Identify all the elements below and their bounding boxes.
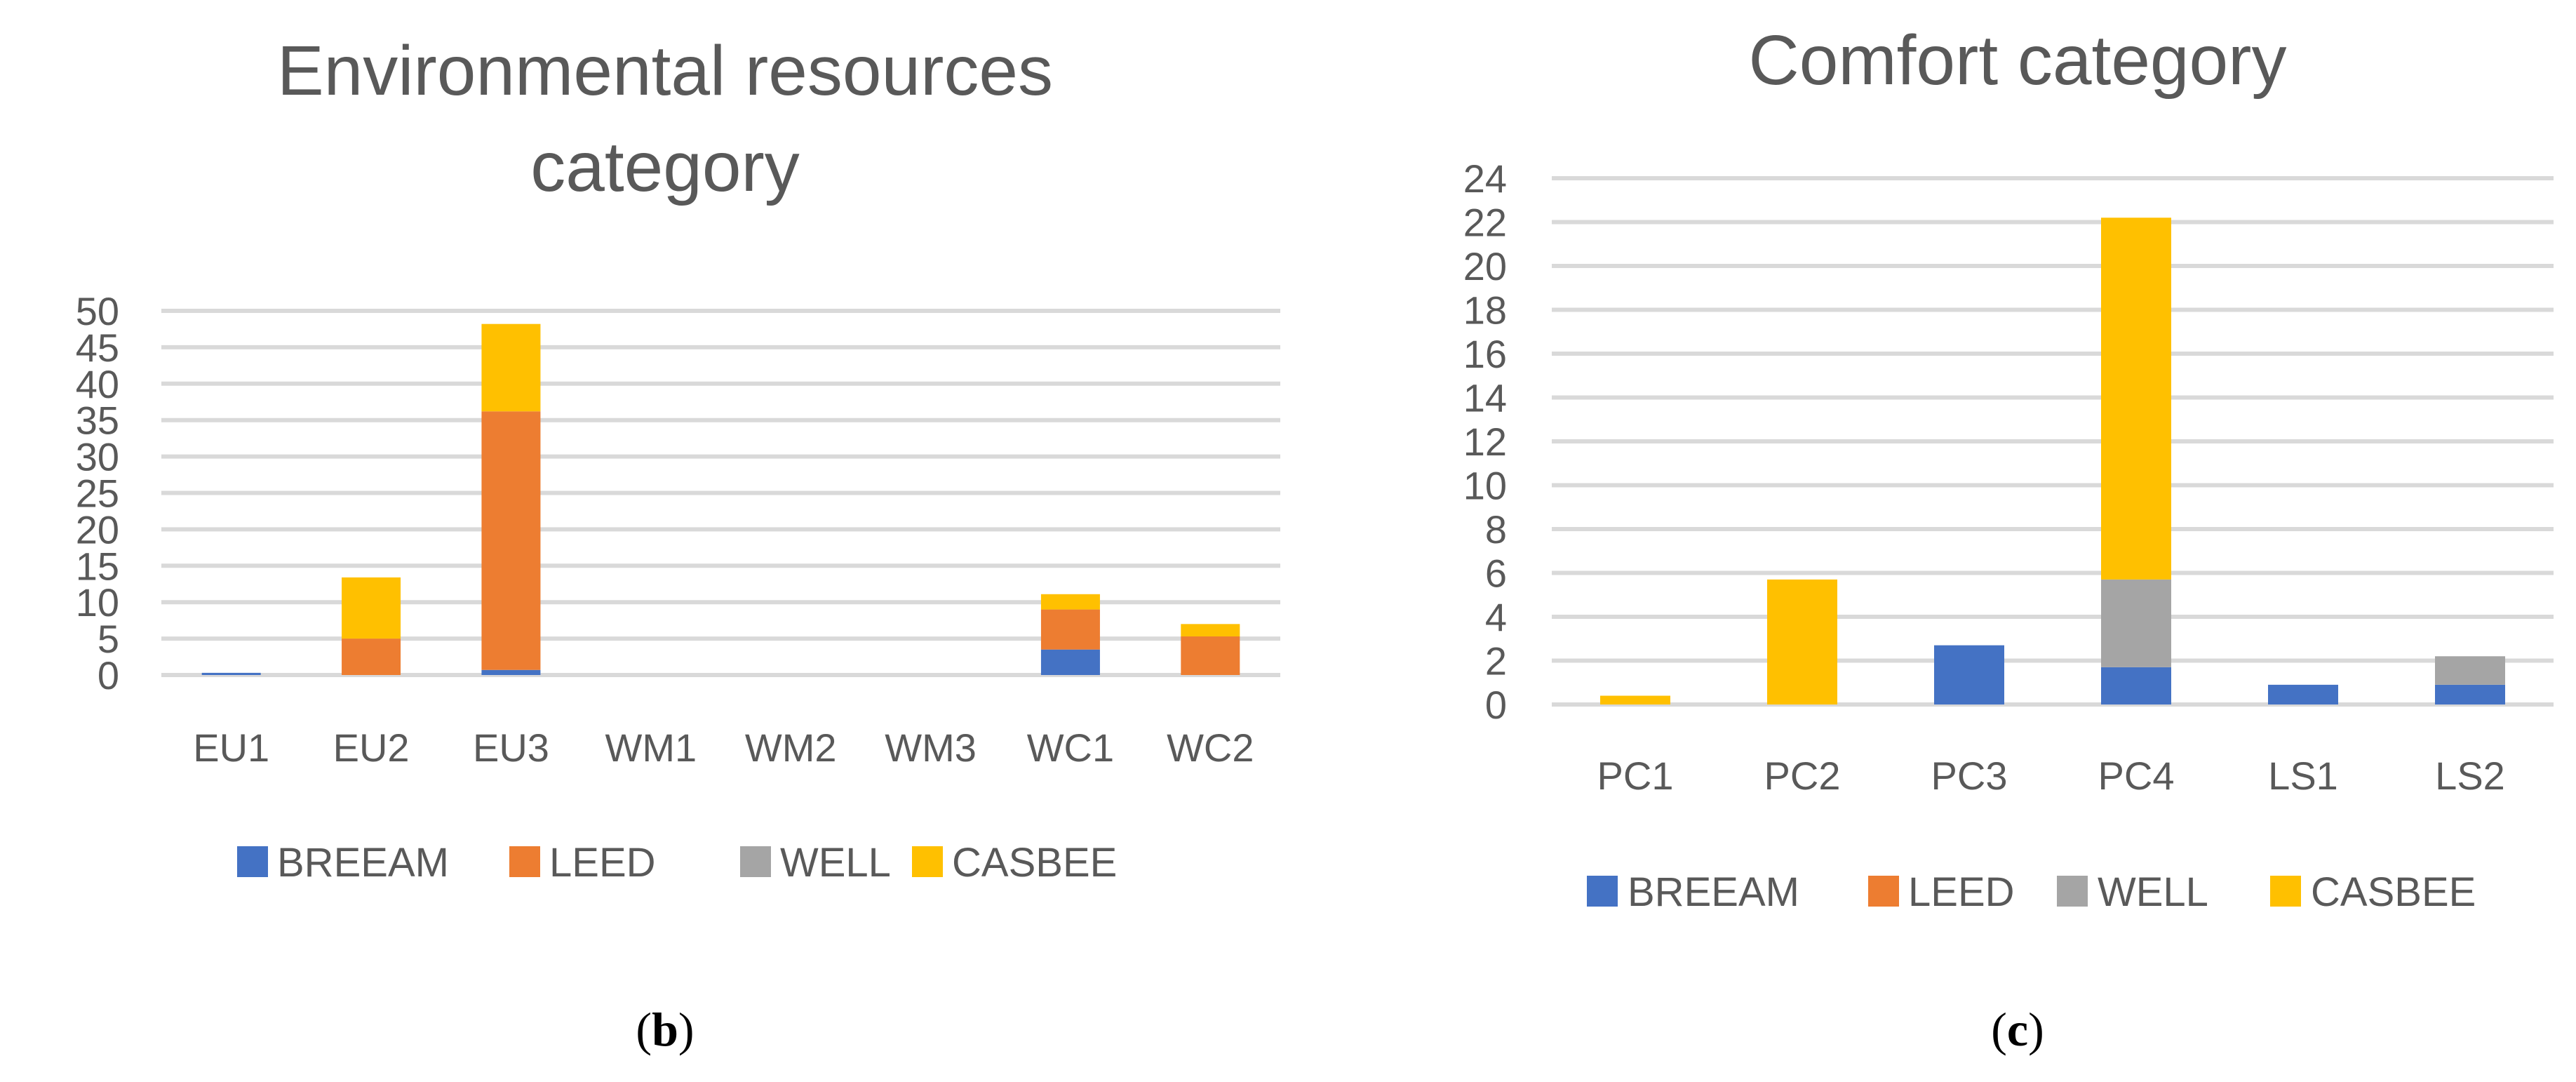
y-tick-label: 5	[98, 617, 119, 661]
y-tick-label: 0	[1485, 683, 1507, 727]
bar-segment-leed-eu2	[342, 639, 401, 675]
legend-swatch-leed	[509, 846, 540, 877]
bar-segment-leed-wc1	[1040, 609, 1100, 650]
bar-segment-casbee-pc2	[1767, 579, 1837, 704]
y-tick-label: 2	[1485, 639, 1507, 683]
bar-segment-casbee-eu3	[481, 323, 541, 412]
legend-label-breeam: BREEAM	[1628, 869, 1799, 915]
bar-segment-leed-wc2	[1181, 636, 1240, 675]
panel-label: (c)	[1991, 1003, 2044, 1056]
legend-label-breeam: BREEAM	[277, 840, 449, 886]
legend-label-leed: LEED	[549, 840, 656, 886]
y-tick-label: 20	[76, 507, 119, 552]
x-tick-label: WM1	[605, 726, 697, 770]
panel-label-open: (	[1991, 1003, 2007, 1056]
legend-swatch-well	[740, 846, 771, 877]
y-tick-label: 0	[98, 653, 119, 697]
x-tick-label: EU1	[193, 726, 269, 770]
y-tick-label: 4	[1485, 595, 1507, 639]
y-tick-label: 40	[76, 362, 119, 406]
environmental-resources-chart: Environmental resources category 051015202…	[76, 32, 1280, 1056]
x-tick-label: EU3	[473, 726, 549, 770]
y-tick-label: 15	[76, 544, 119, 588]
y-tick-label: 18	[1463, 288, 1507, 333]
x-tick-label: PC3	[1931, 754, 2008, 798]
bar-segment-casbee-eu2	[342, 577, 401, 639]
y-tick-label: 16	[1463, 332, 1507, 376]
x-tick-label: WC1	[1027, 726, 1114, 770]
y-tick-label: 30	[76, 435, 119, 479]
panel-label-open: (	[636, 1003, 652, 1056]
x-tick-label: LS1	[2268, 754, 2338, 798]
y-tick-label: 50	[76, 289, 119, 333]
bar-segment-breeam-eu3	[481, 669, 541, 675]
y-tick-label: 24	[1463, 156, 1507, 201]
legend-swatch-well	[2057, 876, 2088, 907]
chart-title-line: category	[530, 128, 800, 206]
panel-label-close: )	[2028, 1003, 2044, 1056]
comfort-chart: Comfort category024681012141618202224PC1…	[1463, 21, 2554, 1056]
bar-segment-well-pc4	[2101, 579, 2171, 667]
bar-segment-breeam-pc3	[1934, 645, 2004, 704]
y-tick-label: 6	[1485, 552, 1507, 596]
panel-label-letter: b	[652, 1003, 678, 1056]
bar-segment-breeam-ls2	[2435, 684, 2505, 704]
chart-title-line: Comfort category	[1749, 21, 2287, 100]
panel-label-letter: c	[2007, 1003, 2028, 1056]
y-tick-label: 35	[76, 399, 119, 443]
bar-segment-breeam-eu1	[201, 672, 261, 675]
legend-label-casbee: CASBEE	[2311, 869, 2476, 915]
x-tick-label: PC4	[2098, 754, 2175, 798]
legend-swatch-breeam	[237, 846, 268, 877]
x-tick-label: PC1	[1597, 754, 1674, 798]
x-tick-label: PC2	[1764, 754, 1841, 798]
y-tick-label: 8	[1485, 507, 1507, 552]
y-tick-label: 10	[1463, 464, 1507, 508]
legend-label-well: WELL	[2098, 869, 2208, 915]
panel-label-close: )	[678, 1003, 695, 1056]
x-tick-label: WM3	[885, 726, 977, 770]
y-tick-label: 25	[76, 472, 119, 516]
y-tick-label: 22	[1463, 201, 1507, 245]
y-tick-label: 45	[76, 326, 119, 370]
bar-segment-casbee-wc2	[1181, 624, 1240, 636]
bar-segment-breeam-pc4	[2101, 667, 2171, 704]
legend-label-leed: LEED	[1908, 869, 2015, 915]
bar-segment-casbee-pc4	[2101, 218, 2171, 580]
legend-swatch-casbee	[2270, 876, 2301, 907]
bar-segment-casbee-wc1	[1040, 594, 1100, 610]
bar-segment-breeam-ls1	[2268, 684, 2338, 704]
x-tick-label: EU2	[333, 726, 410, 770]
legend-swatch-breeam	[1587, 876, 1618, 907]
bar-segment-breeam-wc1	[1040, 649, 1100, 675]
y-tick-label: 14	[1463, 376, 1507, 420]
y-tick-label: 10	[76, 580, 119, 625]
legend-swatch-casbee	[912, 846, 943, 877]
x-tick-label: WM2	[745, 726, 837, 770]
x-tick-label: WC2	[1167, 726, 1254, 770]
chart-title-line: Environmental resources	[277, 32, 1053, 110]
legend-swatch-leed	[1868, 876, 1899, 907]
bar-segment-leed-eu3	[481, 411, 541, 670]
panel-label: (b)	[636, 1003, 694, 1056]
y-tick-label: 20	[1463, 244, 1507, 288]
x-tick-label: LS2	[2435, 754, 2505, 798]
bar-segment-well-ls2	[2435, 656, 2505, 685]
legend-label-well: WELL	[780, 840, 891, 886]
y-tick-label: 12	[1463, 420, 1507, 464]
bar-segment-casbee-pc1	[1600, 695, 1670, 704]
legend-label-casbee: CASBEE	[952, 840, 1117, 886]
